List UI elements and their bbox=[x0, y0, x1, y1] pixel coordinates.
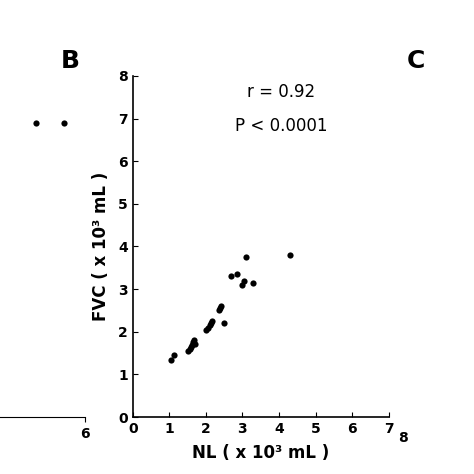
Point bbox=[189, 338, 197, 346]
Point bbox=[206, 322, 213, 329]
Point bbox=[170, 352, 177, 359]
Y-axis label: FVC ( x 10³ mL ): FVC ( x 10³ mL ) bbox=[92, 172, 110, 321]
Point bbox=[209, 318, 216, 325]
Point bbox=[286, 251, 294, 259]
Point bbox=[202, 326, 210, 334]
Text: P < 0.0001: P < 0.0001 bbox=[235, 117, 328, 135]
Point bbox=[60, 119, 68, 127]
Point bbox=[204, 324, 211, 331]
Point bbox=[240, 277, 248, 284]
Point bbox=[167, 356, 175, 363]
Point bbox=[191, 337, 198, 344]
Point bbox=[208, 319, 215, 327]
X-axis label: NL ( x 10³ mL ): NL ( x 10³ mL ) bbox=[192, 444, 329, 462]
Point bbox=[191, 340, 199, 347]
Point bbox=[218, 302, 225, 310]
Point bbox=[242, 253, 250, 261]
Point bbox=[188, 341, 196, 348]
Text: B: B bbox=[61, 48, 80, 73]
Text: 8: 8 bbox=[398, 431, 408, 445]
Point bbox=[250, 279, 257, 286]
Text: r = 0.92: r = 0.92 bbox=[247, 82, 315, 100]
Text: C: C bbox=[407, 48, 425, 73]
Point bbox=[187, 345, 194, 353]
Point bbox=[215, 307, 222, 314]
Point bbox=[217, 305, 224, 312]
Point bbox=[187, 343, 195, 351]
Point bbox=[184, 347, 191, 355]
Point bbox=[228, 273, 235, 280]
Point bbox=[238, 281, 246, 289]
Point bbox=[233, 270, 241, 278]
Point bbox=[220, 319, 228, 327]
Point bbox=[32, 119, 39, 127]
